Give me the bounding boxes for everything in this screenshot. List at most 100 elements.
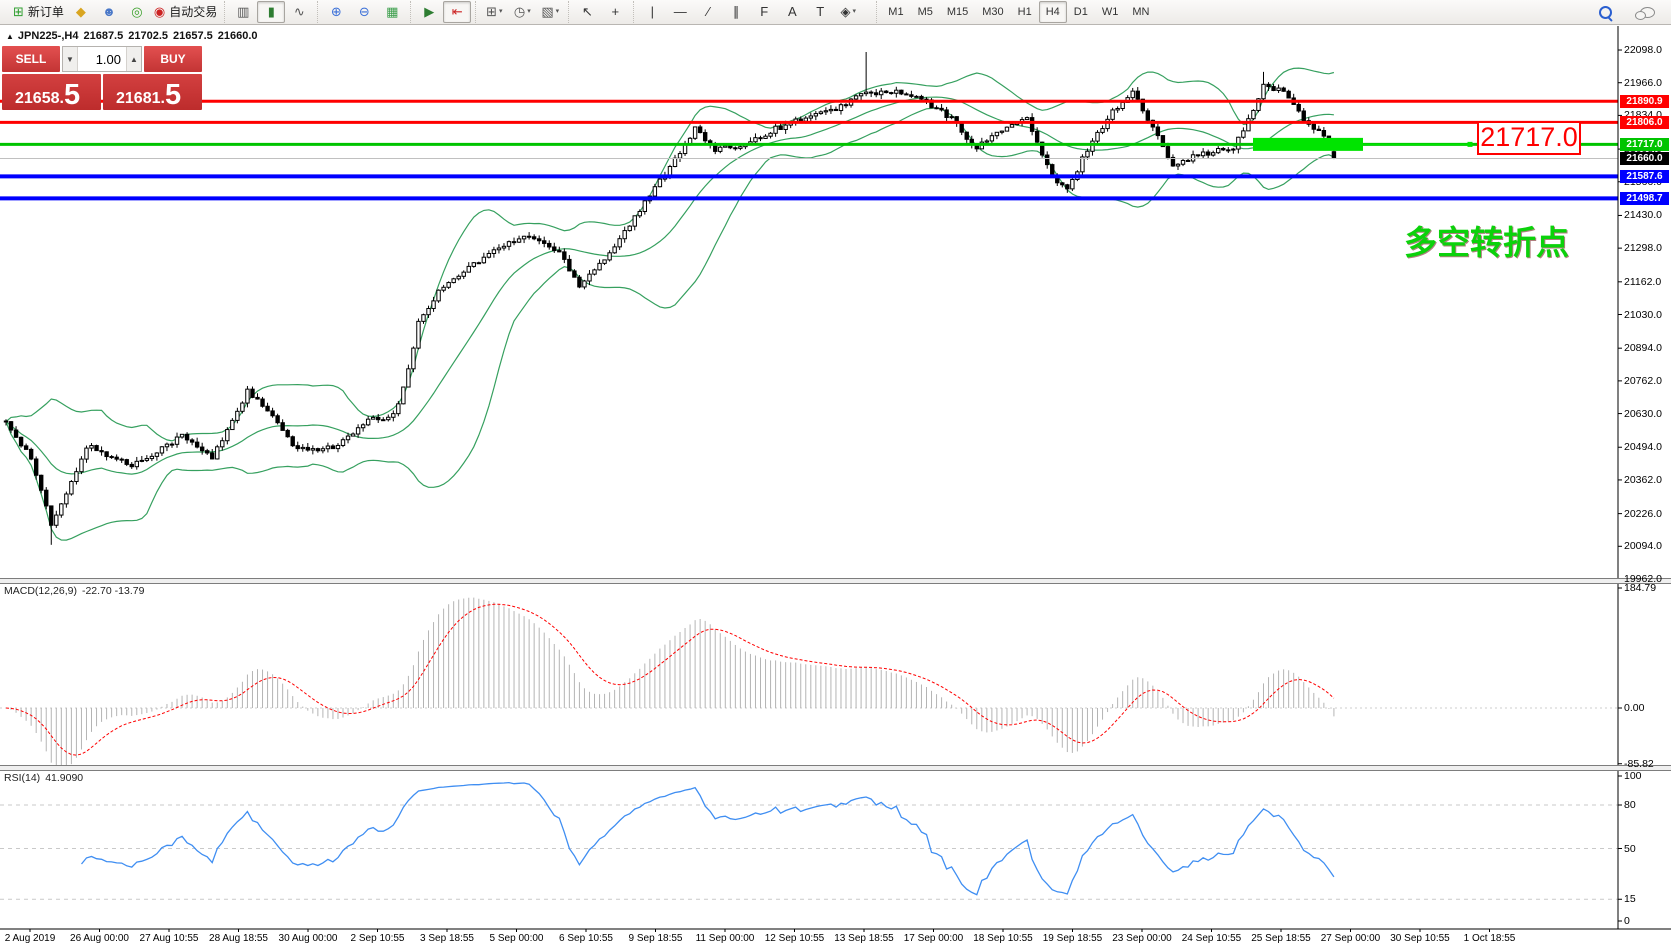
toolbar-group: ⊕ ⊖ ▦	[317, 1, 410, 23]
crosshair-button[interactable]: +	[601, 1, 629, 23]
channel-button[interactable]: ∥	[722, 1, 750, 23]
chart-shift-button[interactable]: ⇤	[443, 1, 472, 23]
sell-price[interactable]: 21658. 5	[2, 74, 101, 110]
search-button[interactable]	[1591, 1, 1619, 23]
buy-price[interactable]: 21681. 5	[103, 74, 202, 110]
timeframe-m1[interactable]: M1	[888, 6, 904, 18]
horizontal-line-button[interactable]: —	[666, 1, 694, 23]
templates-button[interactable]: ⊞ ▾	[480, 1, 508, 23]
rsi-axis-tick: 0	[1624, 915, 1630, 927]
text-button[interactable]: A	[778, 1, 806, 23]
timeframe-m15[interactable]: M15	[946, 6, 969, 18]
time-axis-label: 24 Sep 10:55	[1181, 933, 1242, 944]
autotrade-button[interactable]: ◉ 自动交易	[151, 1, 220, 23]
price-axis-tick: 20630.0	[1624, 407, 1662, 420]
toolbar-group: ↖ +	[568, 1, 633, 23]
macd-axis-tick: 0.00	[1624, 702, 1645, 714]
cursor-icon: ↖	[581, 4, 593, 19]
bollinger-bands	[5, 67, 1335, 541]
indicators-button[interactable]: ▧ ▾	[536, 1, 564, 23]
volume-decrease-button[interactable]: ▼	[63, 47, 78, 71]
periods-button[interactable]: ◷ ▾	[508, 1, 536, 23]
volume-stepper: ▼ 1.00 ▲	[62, 46, 142, 72]
dropdown-caret-icon[interactable]: ▾	[852, 8, 857, 15]
line-chart-icon: ∿	[293, 4, 305, 19]
shapes-icon: ◈	[840, 4, 851, 19]
zoom-in-button[interactable]: ⊕	[322, 1, 350, 23]
ohlc-close: 21660.0	[217, 30, 258, 42]
autoscroll-icon: ▶	[424, 4, 435, 19]
dropdown-caret-icon[interactable]: ▾	[527, 8, 531, 15]
price-axis-tick: 21430.0	[1624, 209, 1662, 222]
volume-input[interactable]: 1.00	[95, 51, 121, 67]
zoom-in-icon: ⊕	[330, 4, 342, 19]
timeframe-m5[interactable]: M5	[917, 6, 933, 18]
highlight-rectangle[interactable]	[1253, 137, 1363, 151]
candlestick-chart-button[interactable]: ▮	[257, 1, 286, 23]
sell-button[interactable]: SELL	[2, 46, 60, 72]
timeframe-mn[interactable]: MN	[1132, 6, 1150, 18]
price-tag-21717.0: 21717.0	[1620, 137, 1669, 151]
search-icon	[1598, 5, 1612, 19]
bar-chart-button[interactable]: ▥	[229, 1, 257, 23]
bb-upper-line	[5, 67, 1335, 442]
timeframe-m30[interactable]: M30	[982, 6, 1004, 18]
zoom-out-icon: ⊖	[358, 4, 370, 19]
time-axis-label: 12 Sep 10:55	[764, 933, 825, 944]
dropdown-caret-icon[interactable]: ▾	[498, 8, 503, 15]
price-axis-tick: 20494.0	[1624, 441, 1662, 454]
ohlc-high: 21702.5	[128, 30, 168, 42]
tile-windows-icon: ▦	[386, 4, 399, 19]
buy-button[interactable]: BUY	[144, 46, 202, 72]
symbol-info-line[interactable]: ▲ JPN225-,H4 21687.5 21702.5 21657.5 21660.0	[6, 30, 263, 42]
price-axis-tick: 20894.0	[1624, 342, 1662, 355]
volume-increase-button[interactable]: ▲	[126, 47, 141, 71]
price-axis-tick: 20094.0	[1624, 540, 1662, 553]
timeframe-w1[interactable]: W1	[1101, 6, 1119, 18]
rsi-indicator-label: RSI(14) 41.9090	[4, 772, 84, 784]
collapse-panel-icon[interactable]: ▲	[6, 32, 14, 41]
toolbar-group: ⊞ 新订单 ◆ ☻ ◎ ◉ 自动交易	[6, 1, 224, 23]
macd-histogram	[10, 597, 1335, 765]
chinese-annotation[interactable]: 多空转折点	[1404, 224, 1569, 261]
timeframe-h1[interactable]: H1	[1017, 6, 1032, 18]
timeframe-d1[interactable]: D1	[1073, 6, 1088, 18]
macd-axis-tick: 184.79	[1624, 581, 1657, 594]
shapes-button[interactable]: ◈ ▾	[834, 1, 862, 23]
autoscroll-button[interactable]: ▶	[415, 1, 443, 23]
panel-splitter-rsi[interactable]	[0, 765, 1671, 771]
line-chart-button[interactable]: ∿	[285, 1, 313, 23]
new-order-button-label: 新订单	[27, 5, 64, 19]
label-button[interactable]: T	[806, 1, 834, 23]
zoom-out-button[interactable]: ⊖	[350, 1, 378, 23]
bar-chart-icon: ▥	[237, 4, 250, 19]
price-callout-box[interactable]: 21717.0	[1477, 121, 1581, 155]
time-axis-label: 23 Sep 00:00	[1112, 933, 1172, 944]
panel-splitter-macd[interactable]	[0, 578, 1671, 584]
tile-windows-button[interactable]: ▦	[378, 1, 406, 23]
trendline-button[interactable]: ∕	[694, 1, 722, 23]
dropdown-caret-icon[interactable]: ▾	[555, 8, 560, 15]
periods-icon: ◷	[513, 4, 526, 19]
rsi-axis-tick: 50	[1624, 842, 1636, 855]
callout-anchor[interactable]	[1467, 141, 1473, 147]
cursor-button[interactable]: ↖	[573, 1, 601, 23]
market-icon[interactable]: ◆	[67, 1, 95, 23]
timeframe-h4[interactable]: H4	[1038, 1, 1067, 23]
price-axis-tick: 22098.0	[1624, 44, 1662, 57]
crosshair-icon: +	[611, 4, 620, 19]
signal-icon[interactable]: ◎	[123, 1, 151, 23]
time-axis-label: 30 Aug 00:00	[278, 933, 338, 944]
new-order-button[interactable]: ⊞ 新订单	[10, 1, 67, 23]
profile-icon[interactable]: ☻	[95, 1, 123, 23]
market-icon-icon: ◆	[75, 4, 86, 19]
time-axis-label: 6 Sep 10:55	[559, 933, 613, 944]
horizontal-line-icon: —	[673, 4, 687, 19]
vertical-line-button[interactable]: |	[638, 1, 666, 23]
timeframe-group: M1 M5 M15 M30 H1 H4 D1 W1 MN	[876, 1, 1160, 23]
price-axis-tick: 21298.0	[1624, 242, 1662, 255]
bb-middle-line	[5, 96, 1334, 475]
fibonacci-button[interactable]: F	[750, 1, 778, 23]
chat-button[interactable]	[1633, 1, 1661, 23]
